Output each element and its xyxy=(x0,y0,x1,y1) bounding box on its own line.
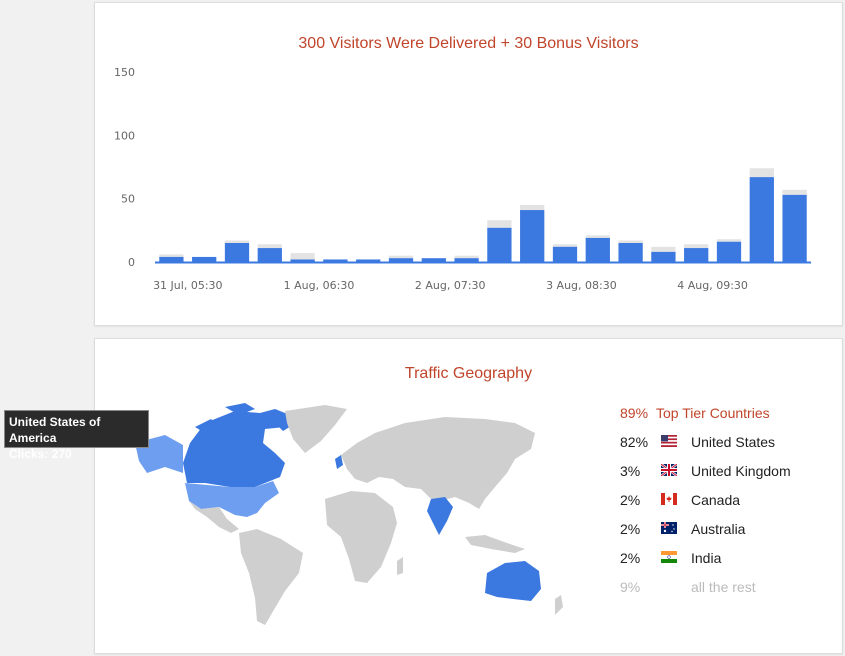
rest-pct: 9% xyxy=(620,579,641,595)
y-tick-label: 0 xyxy=(128,256,135,269)
map-australia[interactable] xyxy=(485,561,541,601)
map-indonesia[interactable] xyxy=(465,535,525,553)
visitors-bar-chart: 150 100 50 0 31 Jul, 05:30 1 Aug, 06:30 2 Aug,… xyxy=(114,66,811,292)
visitors-bar[interactable] xyxy=(421,258,446,262)
visitors-bar[interactable] xyxy=(454,258,479,262)
visitors-bar[interactable] xyxy=(618,243,643,262)
tooltip-clicks: Clicks: 270 xyxy=(9,446,144,462)
bonus-bar[interactable] xyxy=(618,240,643,243)
top-tier-label: Top Tier Countries xyxy=(656,405,770,421)
bonus-bar[interactable] xyxy=(716,239,742,242)
visitors-bar[interactable] xyxy=(552,246,578,262)
map-uk[interactable] xyxy=(335,455,343,469)
x-tick-label: 1 Aug, 06:30 xyxy=(284,279,355,292)
list-item-canada: 2% Canada xyxy=(620,486,830,515)
x-tick-label: 4 Aug, 09:30 xyxy=(677,279,748,292)
map-eurasia[interactable] xyxy=(341,417,535,509)
map-africa[interactable] xyxy=(325,491,397,583)
list-item-top-tier: 89% Top Tier Countries xyxy=(620,399,830,428)
map-arctic-islands[interactable] xyxy=(195,403,293,433)
x-tick-label: 3 Aug, 08:30 xyxy=(546,279,617,292)
bonus-bar[interactable] xyxy=(520,205,545,211)
world-map[interactable] xyxy=(135,403,575,633)
tooltip-clicks-label: Clicks: xyxy=(9,447,49,461)
geo-title: Traffic Geography xyxy=(404,365,533,382)
map-usa[interactable] xyxy=(185,481,279,517)
visitors-chart-card: 300 Visitors Were Delivered + 30 Bonus V… xyxy=(94,2,843,326)
india-name: India xyxy=(691,550,722,566)
visitors-bar[interactable] xyxy=(290,259,315,262)
visitors-bar[interactable] xyxy=(192,256,217,262)
bonus-bar[interactable] xyxy=(224,240,250,243)
us-name: United States xyxy=(691,434,776,450)
visitors-bar[interactable] xyxy=(520,210,545,262)
visitors-bar[interactable] xyxy=(585,237,610,262)
australia-pct: 2% xyxy=(620,521,641,537)
bonus-bar[interactable] xyxy=(552,244,578,247)
rest-name: all the rest xyxy=(691,579,756,595)
list-item-united-states: 82% United States xyxy=(620,428,830,457)
visitors-bar[interactable] xyxy=(487,227,512,262)
bonus-bar[interactable] xyxy=(257,244,282,249)
chart-title: 300 Visitors Were Delivered + 30 Bonus V… xyxy=(298,35,639,52)
visitors-bar[interactable] xyxy=(651,251,676,262)
bonus-bar[interactable] xyxy=(782,189,807,195)
us-pct: 82% xyxy=(620,434,649,450)
australia-name: Australia xyxy=(691,521,746,537)
country-list: 89% Top Tier Countries 82% United States… xyxy=(620,399,830,602)
bonus-bar[interactable] xyxy=(651,246,676,252)
map-tooltip: United States of America Clicks: 270 xyxy=(4,410,149,461)
uk-name: United Kingdom xyxy=(691,463,791,479)
traffic-geography-card: Traffic Geography 89% Top Tier Countries… xyxy=(94,338,843,654)
map-canada[interactable] xyxy=(183,409,295,487)
list-item-india: 2% India xyxy=(620,544,830,573)
visitors-bar[interactable] xyxy=(388,258,414,262)
map-mexico[interactable] xyxy=(189,501,239,533)
india-pct: 2% xyxy=(620,550,641,566)
canada-pct: 2% xyxy=(620,492,641,508)
us-flag-icon xyxy=(661,435,677,447)
x-tick-label: 2 Aug, 07:30 xyxy=(415,279,486,292)
bonus-bar[interactable] xyxy=(159,254,184,257)
visitors-bar[interactable] xyxy=(716,241,742,262)
bonus-bar[interactable] xyxy=(684,244,709,249)
map-new-zealand[interactable] xyxy=(555,595,563,615)
top-tier-pct: 89% xyxy=(620,405,649,421)
visitors-bar[interactable] xyxy=(749,177,774,262)
india-flag-icon xyxy=(661,551,677,563)
y-tick-label: 150 xyxy=(114,66,135,79)
australia-flag-icon xyxy=(661,522,677,534)
canada-name: Canada xyxy=(691,492,741,508)
bonus-bar[interactable] xyxy=(749,168,774,178)
uk-pct: 3% xyxy=(620,463,641,479)
y-tick-label: 50 xyxy=(121,193,135,206)
y-tick-label: 100 xyxy=(114,129,135,142)
x-tick-label: 31 Jul, 05:30 xyxy=(153,279,222,292)
visitors-bar[interactable] xyxy=(323,259,348,262)
bonus-bar[interactable] xyxy=(454,255,479,259)
visitors-bar[interactable] xyxy=(684,248,709,262)
bonus-bar[interactable] xyxy=(487,220,512,228)
bonus-bar[interactable] xyxy=(585,235,610,238)
map-greenland[interactable] xyxy=(285,405,347,453)
visitors-bar[interactable] xyxy=(159,256,184,262)
map-india[interactable] xyxy=(427,497,453,535)
visitors-bar[interactable] xyxy=(224,243,250,262)
visitors-bar[interactable] xyxy=(782,194,807,262)
list-item-rest: 9% all the rest xyxy=(620,573,830,602)
tooltip-country: United States of America xyxy=(9,415,101,445)
bonus-bar[interactable] xyxy=(290,253,315,260)
visitors-bar[interactable] xyxy=(356,259,381,262)
tooltip-clicks-value: 270 xyxy=(51,447,72,461)
visitors-bar[interactable] xyxy=(257,248,282,262)
bonus-bar[interactable] xyxy=(388,255,414,259)
list-item-australia: 2% Australia xyxy=(620,515,830,544)
list-item-united-kingdom: 3% United Kingdom xyxy=(620,457,830,486)
map-south-america[interactable] xyxy=(239,529,303,625)
map-madagascar[interactable] xyxy=(397,557,403,575)
canada-flag-icon xyxy=(661,493,677,505)
uk-flag-icon xyxy=(661,464,677,476)
